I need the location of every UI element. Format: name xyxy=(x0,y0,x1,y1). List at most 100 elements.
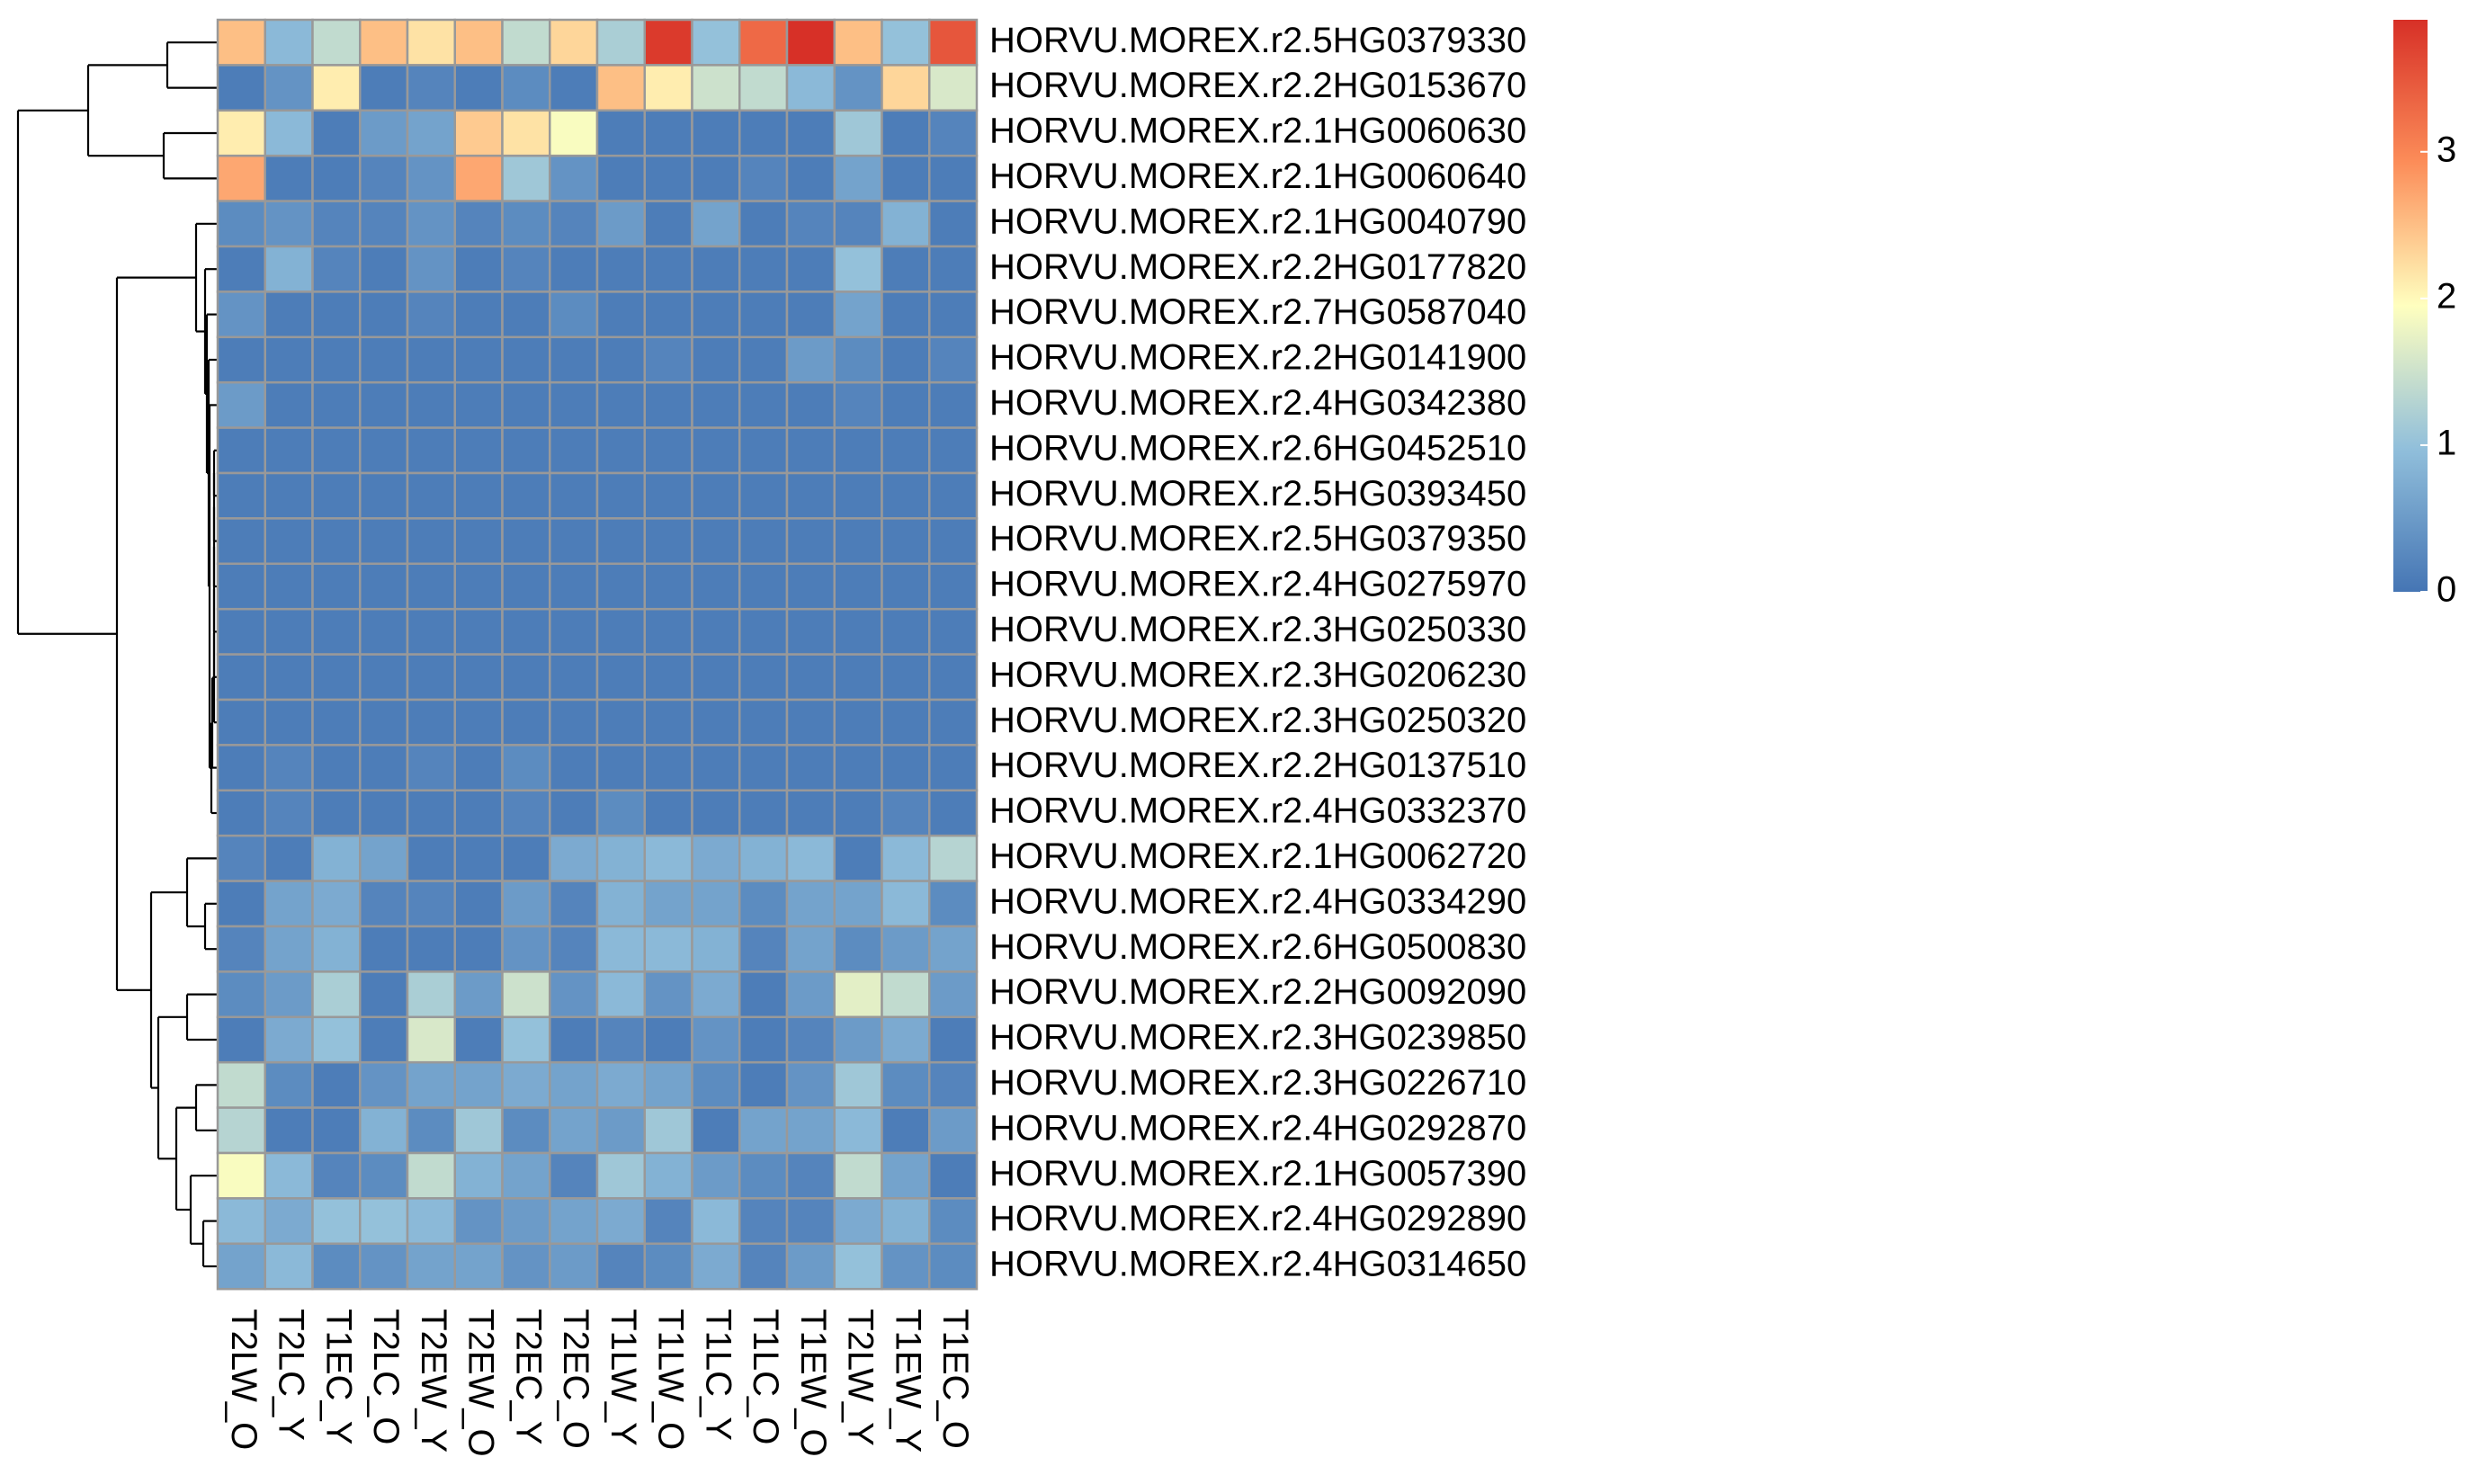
heatmap-cell xyxy=(406,109,456,157)
heatmap-cell xyxy=(216,245,266,293)
heatmap-cell xyxy=(501,970,551,1019)
heatmap-cell xyxy=(359,880,409,928)
heatmap-cell xyxy=(881,18,931,67)
heatmap-cell xyxy=(359,744,409,792)
heatmap-cell xyxy=(691,1015,741,1064)
heatmap-cell xyxy=(359,1197,409,1246)
heatmap-cell xyxy=(549,970,599,1019)
heatmap-cell xyxy=(881,925,931,973)
heatmap-cell xyxy=(738,64,789,112)
heatmap-cell xyxy=(216,154,266,202)
heatmap-cell xyxy=(264,789,314,837)
row-label: HORVU.MOREX.r2.5HG0379350 xyxy=(989,519,1526,559)
heatmap-cell xyxy=(785,698,836,746)
heatmap-cell xyxy=(549,18,599,67)
row-label: HORVU.MOREX.r2.4HG0342380 xyxy=(989,383,1526,423)
heatmap-cell xyxy=(406,471,456,520)
heatmap-cell xyxy=(643,1060,693,1109)
heatmap-cell xyxy=(311,1106,362,1155)
row-label: HORVU.MOREX.r2.6HG0500830 xyxy=(989,927,1526,967)
heatmap-cell xyxy=(311,200,362,248)
heatmap-cell xyxy=(453,789,504,837)
heatmap-cell xyxy=(501,380,551,429)
heatmap-cell xyxy=(785,1197,836,1246)
heatmap-cell xyxy=(738,1106,789,1155)
column-label: T2EC_Y xyxy=(508,1309,548,1444)
heatmap-cell xyxy=(406,1015,456,1064)
heatmap-cell xyxy=(643,335,693,384)
heatmap-cell xyxy=(453,1197,504,1246)
heatmap-cell xyxy=(928,471,979,520)
heatmap-cell xyxy=(595,291,646,339)
heatmap-cell xyxy=(453,698,504,746)
heatmap-cell xyxy=(406,1197,456,1246)
heatmap-cell xyxy=(928,1060,979,1109)
heatmap-cell xyxy=(453,744,504,792)
row-label: HORVU.MOREX.r2.5HG0379330 xyxy=(989,21,1526,60)
heatmap-cell xyxy=(216,18,266,67)
heatmap-cell xyxy=(453,471,504,520)
heatmap-cell xyxy=(264,562,314,611)
heatmap-cell xyxy=(738,109,789,157)
heatmap-cell xyxy=(928,1242,979,1291)
heatmap-cell xyxy=(738,200,789,248)
column-label: T2EC_O xyxy=(556,1309,595,1449)
heatmap-cell xyxy=(549,1151,599,1200)
heatmap-cell xyxy=(595,562,646,611)
heatmap-cell xyxy=(501,698,551,746)
heatmap-cell xyxy=(643,1106,693,1155)
heatmap-cell xyxy=(785,517,836,566)
heatmap-cell xyxy=(216,1060,266,1109)
heatmap-cell xyxy=(406,880,456,928)
heatmap-cell xyxy=(453,335,504,384)
heatmap-cell xyxy=(928,1151,979,1200)
row-label: HORVU.MOREX.r2.1HG0060640 xyxy=(989,156,1526,196)
heatmap-cell xyxy=(595,18,646,67)
heatmap-cell xyxy=(595,834,646,882)
column-label: T2EW_Y xyxy=(414,1309,453,1453)
row-label: HORVU.MOREX.r2.3HG0206230 xyxy=(989,655,1526,694)
heatmap-cell xyxy=(738,834,789,882)
heatmap-cell xyxy=(643,653,693,702)
heatmap-cell xyxy=(928,970,979,1019)
heatmap-cell xyxy=(881,1197,931,1246)
heatmap-cell xyxy=(453,562,504,611)
heatmap-cell xyxy=(406,200,456,248)
heatmap-cell xyxy=(549,834,599,882)
heatmap-cell xyxy=(833,880,883,928)
heatmap-cell xyxy=(833,291,883,339)
heatmap-cell xyxy=(406,834,456,882)
heatmap-cell xyxy=(216,607,266,656)
column-label: T1LC_Y xyxy=(698,1309,738,1441)
heatmap-cell xyxy=(881,880,931,928)
heatmap-cell xyxy=(453,1060,504,1109)
heatmap-cell xyxy=(216,471,266,520)
heatmap-cell xyxy=(549,1197,599,1246)
heatmap-cell xyxy=(738,970,789,1019)
heatmap-cell xyxy=(643,291,693,339)
heatmap-cell xyxy=(691,380,741,429)
row-label: HORVU.MOREX.r2.4HG0314650 xyxy=(989,1245,1526,1284)
heatmap-cell xyxy=(928,200,979,248)
heatmap-cell xyxy=(595,1242,646,1291)
heatmap-cell xyxy=(453,925,504,973)
heatmap-cell xyxy=(881,1242,931,1291)
column-label: T1EC_Y xyxy=(318,1309,358,1444)
heatmap-cell xyxy=(881,335,931,384)
heatmap-cell xyxy=(881,517,931,566)
heatmap-cell xyxy=(691,698,741,746)
heatmap-cell xyxy=(216,380,266,429)
column-label: T2EW_O xyxy=(461,1309,501,1456)
heatmap-cell xyxy=(595,653,646,702)
heatmap-cell xyxy=(833,426,883,475)
heatmap-cell xyxy=(595,1015,646,1064)
heatmap-cell xyxy=(216,880,266,928)
heatmap-cell xyxy=(216,789,266,837)
heatmap-cell xyxy=(453,154,504,202)
heatmap-cell xyxy=(833,789,883,837)
heatmap-cell xyxy=(928,1197,979,1246)
heatmap-cell xyxy=(359,789,409,837)
heatmap-cell xyxy=(311,18,362,67)
heatmap-cell xyxy=(549,925,599,973)
heatmap-cell xyxy=(501,834,551,882)
